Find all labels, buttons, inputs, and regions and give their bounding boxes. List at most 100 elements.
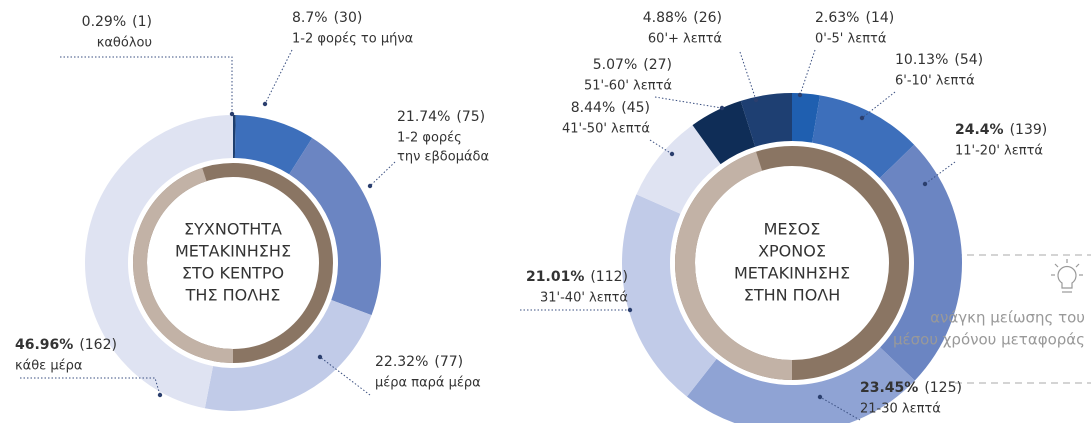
percent-label: 4.88% — [643, 10, 687, 26]
center-label: ΜΕΣΟΣ — [764, 220, 821, 239]
donut-segment — [692, 100, 756, 165]
donut-segment — [289, 137, 382, 316]
leader-dot — [367, 183, 373, 189]
count-label: (30) — [334, 10, 363, 26]
donut-segment — [812, 95, 915, 179]
leader-line — [861, 91, 896, 119]
leader-dot — [627, 307, 633, 313]
percent-label: 8.7% — [292, 10, 328, 26]
count-label: (125) — [924, 380, 962, 396]
category-label: κάθε μέρα — [15, 359, 82, 374]
leader-line — [739, 51, 757, 101]
category-label: καθόλου — [97, 36, 152, 51]
percent-label: 22.32% — [375, 354, 428, 370]
category-label: 21-30 λεπτά — [860, 402, 941, 417]
leader-dot — [859, 115, 865, 121]
count-label: (54) — [954, 52, 983, 68]
leader-line — [924, 161, 956, 185]
value-label: 0.29% (1) — [82, 14, 152, 30]
donut-segment — [622, 194, 717, 397]
percent-label: 23.45% — [860, 380, 918, 396]
center-label: ΣΥΧΝΟΤΗΤΑ — [184, 220, 282, 239]
leader-dot — [753, 97, 759, 103]
donut-segment — [686, 347, 915, 423]
leader-dot — [817, 394, 823, 400]
category-label: 6'-10' λεπτά — [895, 74, 975, 89]
value-label: 23.45% (125) — [860, 380, 962, 396]
count-label: (14) — [865, 10, 894, 26]
percent-label: 46.96% — [15, 337, 73, 353]
leader-line — [369, 161, 396, 187]
count-label: (162) — [79, 337, 117, 353]
leader-dot — [922, 181, 928, 187]
center-label: ΣΤΟ ΚΕΝΤΡΟ — [182, 264, 284, 283]
percent-label: 21.01% — [526, 269, 584, 285]
bulb-icon — [1051, 259, 1083, 293]
value-label: 22.32% (77) — [375, 354, 463, 370]
leader-line — [819, 396, 861, 421]
donut-chart: ΜΕΣΟΣ ΧΡΟΝΟΣ ΜΕΤΑΚΙΝΗΣΗΣ ΣΤΗΝ ΠΟΛΗ 2.63% (14)… — [520, 10, 1085, 423]
donut-segment — [234, 115, 313, 175]
category-label: μέρα παρά μέρα — [375, 376, 481, 391]
inner-ring-highlight — [133, 163, 333, 363]
center-label: ΜΕΤΑΚΙΝΗΣΗΣ — [175, 242, 291, 261]
value-label: 2.63% (14) — [815, 10, 894, 26]
annotation: ανάγκη μείωσης του — [930, 309, 1085, 327]
donut-segment — [636, 125, 721, 214]
category-label: 0'-5' λεπτά — [815, 32, 886, 47]
donut-chart: ΣΥΧΝΟΤΗΤΑ ΜΕΤΑΚΙΝΗΣΗΣ ΣΤΟ ΚΕΝΤΡΟ ΤΗΣ ΠΟΛΗΣ 0… — [15, 10, 489, 411]
leader-line — [264, 49, 293, 105]
value-label: 10.13% (54) — [895, 52, 983, 68]
value-label: 21.74% (75) — [397, 109, 485, 125]
category-label: 41'-50' λεπτά — [562, 122, 650, 137]
count-label: (112) — [590, 269, 628, 285]
count-label: (139) — [1010, 122, 1048, 138]
category-label: 51'-60' λεπτά — [584, 79, 672, 94]
leader-dot — [229, 111, 235, 117]
percent-label: 2.63% — [815, 10, 859, 26]
donut-segment — [84, 115, 234, 409]
leader-dot — [317, 354, 323, 360]
count-label: (1) — [132, 14, 152, 30]
value-label: 24.4% (139) — [955, 122, 1047, 138]
leader-line — [60, 56, 233, 114]
leader-line — [20, 377, 161, 396]
center-label: ΣΤΗΝ ΠΟΛΗ — [744, 286, 841, 305]
value-label: 5.07% (27) — [593, 57, 672, 73]
percent-label: 5.07% — [593, 57, 637, 73]
leader-dot — [157, 392, 163, 398]
inner-ring-highlight — [675, 146, 909, 380]
leader-line — [649, 139, 673, 155]
category-label: 31'-40' λεπτά — [540, 291, 628, 306]
leader-dot — [262, 101, 268, 107]
center-label: ΤΗΣ ΠΟΛΗΣ — [185, 286, 281, 305]
value-label: 8.7% (30) — [292, 10, 362, 26]
category-label: 60'+ λεπτά — [648, 32, 722, 47]
percent-label: 24.4% — [955, 122, 1004, 138]
value-label: 8.44% (45) — [571, 100, 650, 116]
count-label: (26) — [693, 10, 722, 26]
count-label: (77) — [434, 354, 463, 370]
value-label: 4.88% (26) — [643, 10, 722, 26]
count-label: (45) — [621, 100, 650, 116]
percent-label: 10.13% — [895, 52, 948, 68]
percent-label: 21.74% — [397, 109, 450, 125]
donut-segment — [879, 144, 962, 381]
donut-segment — [204, 299, 372, 411]
leader-dot — [719, 105, 725, 111]
annotation: μέσου χρόνου μεταφοράς — [893, 331, 1085, 349]
category-label: την εβδομάδα — [397, 150, 489, 165]
center-label: ΜΕΤΑΚΙΝΗΣΗΣ — [734, 264, 850, 283]
donut-segment — [792, 93, 820, 143]
leader-line — [799, 49, 816, 96]
count-label: (27) — [643, 57, 672, 73]
category-label: 11'-20' λεπτά — [955, 144, 1043, 159]
leader-line — [654, 96, 723, 109]
percent-label: 8.44% — [571, 100, 615, 116]
donut-segment — [233, 115, 236, 159]
donut-segment — [740, 93, 792, 147]
category-label: 1-2 φορές το μήνα — [292, 32, 413, 47]
leader-dot — [797, 92, 803, 98]
percent-label: 0.29% — [82, 14, 126, 30]
